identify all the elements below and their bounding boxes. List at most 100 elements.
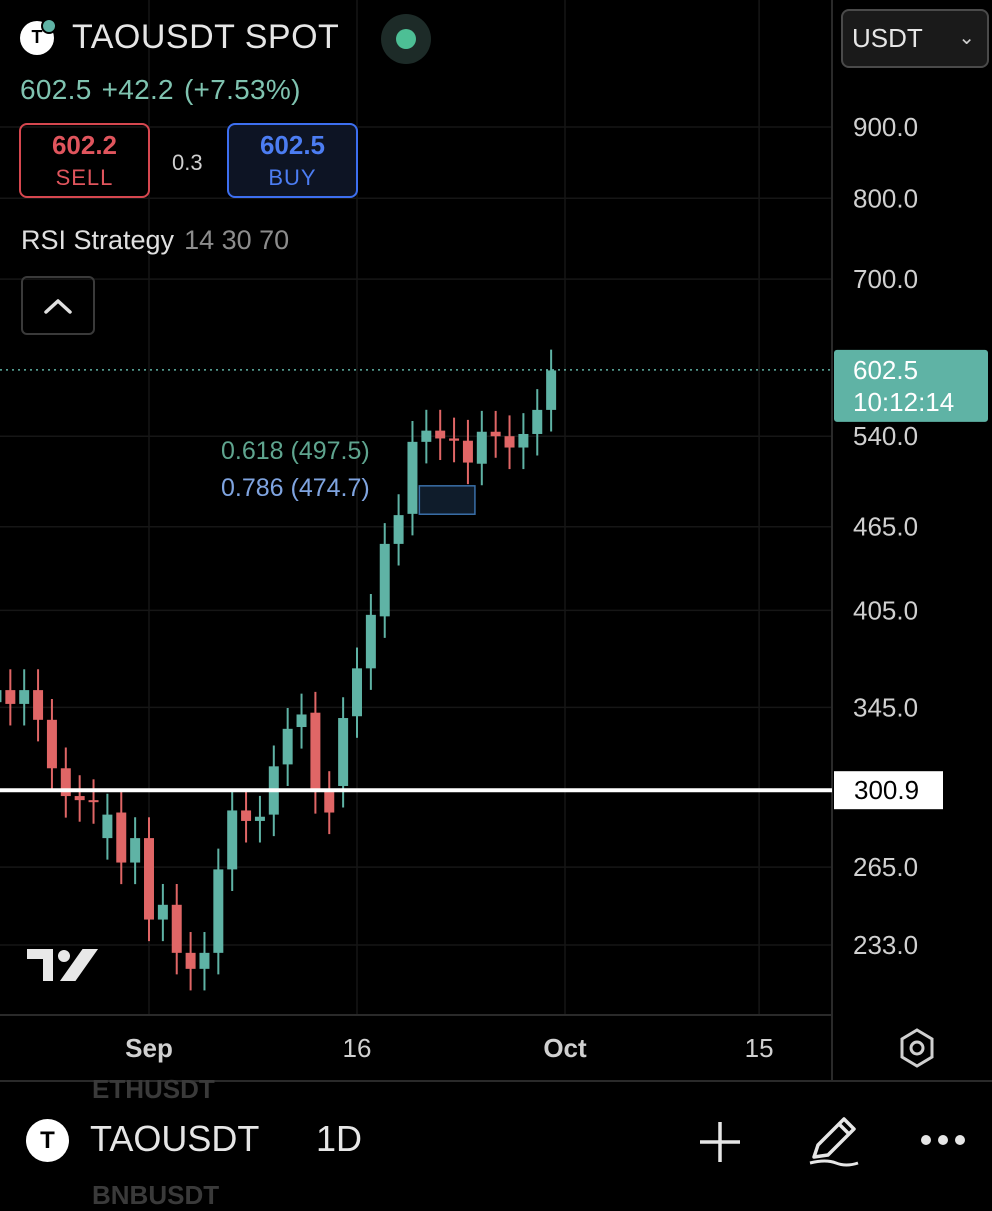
buy-price: 602.5 (259, 130, 326, 160)
candle-body (144, 838, 154, 920)
sell-button[interactable]: 602.2 SELL (19, 123, 150, 198)
candle (157, 883, 168, 942)
x-tick-label: Oct (543, 1033, 587, 1063)
candle-body (60, 768, 71, 797)
y-tick-label: 233.0 (853, 930, 918, 960)
candle (393, 494, 404, 566)
candle-body (74, 796, 85, 801)
candle-body (338, 718, 349, 786)
coin-logo-letter: T (31, 27, 43, 47)
live-dot-icon (396, 29, 416, 49)
last-price: 602.5 (20, 74, 92, 105)
candle-body (241, 810, 252, 821)
interval-button[interactable]: 1D (316, 1118, 363, 1159)
candle-body (5, 690, 16, 704)
candle-body (157, 904, 168, 920)
candle (171, 883, 182, 975)
buy-button[interactable]: 602.5 BUY (227, 123, 358, 198)
candle-body (88, 800, 99, 803)
change-abs: +42.2 (101, 74, 174, 105)
candle (60, 747, 71, 818)
bottom-coin-logo-letter: T (40, 1126, 55, 1154)
x-tick-label: Sep (125, 1033, 173, 1063)
candle-body (476, 431, 487, 464)
candle (310, 691, 321, 814)
candle (88, 779, 99, 824)
candle (185, 932, 196, 991)
candle-body (116, 812, 127, 863)
candle-body (227, 810, 238, 870)
level-tag-value: 300.9 (854, 775, 919, 805)
y-tick-label: 800.0 (853, 183, 918, 213)
candle (407, 421, 418, 536)
bottom-symbol-button[interactable]: TAOUSDT (90, 1118, 260, 1159)
drawing-pen-icon[interactable] (806, 1113, 860, 1167)
price-chart[interactable]: 0.618 (497.5) 0.786 (474.7) 233.0 265.0 34… (0, 0, 992, 1080)
candle-body (19, 690, 30, 704)
candle-body (518, 433, 529, 448)
candle-body (185, 952, 196, 969)
candle (462, 419, 473, 485)
symbol-header[interactable]: T TAOUSDT SPOT (20, 17, 339, 57)
candle-body (33, 690, 44, 720)
fib-786-label: 0.786 (474.7) (221, 474, 370, 502)
y-tick-label: 700.0 (853, 264, 918, 294)
candle (199, 932, 210, 991)
y-tick-label: 540.0 (853, 421, 918, 451)
candle (546, 349, 557, 432)
candle (421, 409, 432, 464)
candle-body (282, 728, 293, 765)
spread-value: 0.3 (172, 150, 203, 175)
y-tick-label: 265.0 (853, 852, 918, 882)
price-axis[interactable]: 233.0 265.0 345.0 405.0 465.0 540.0 700.0 800.0… (853, 112, 918, 960)
candle (435, 409, 446, 461)
candle (5, 669, 16, 726)
currency-value: USDT (852, 23, 923, 53)
candle (254, 795, 265, 843)
bottom-coin-logo-icon[interactable]: T (26, 1119, 69, 1162)
candle-body (324, 792, 335, 813)
candle-body (365, 614, 376, 669)
candle (532, 389, 543, 456)
candle-body (352, 668, 362, 717)
y-tick-label: 345.0 (853, 692, 918, 722)
market-status-indicator[interactable] (381, 14, 431, 64)
collapse-legend-button[interactable] (21, 276, 95, 335)
candle-body (310, 712, 321, 793)
candle (102, 793, 113, 860)
y-tick-label: 465.0 (853, 512, 918, 542)
fib-618-label: 0.618 (497.5) (221, 437, 370, 465)
candle-body (102, 814, 113, 839)
candle-body (435, 430, 446, 439)
y-tick-label: 405.0 (853, 595, 918, 625)
buy-label: BUY (268, 165, 317, 190)
time-axis[interactable]: Sep 16 Oct 15 (125, 1033, 773, 1063)
candle-body (449, 438, 460, 441)
price-tag: 602.5 10:12:14 (834, 349, 988, 422)
candle (213, 848, 224, 975)
candle-body (546, 370, 557, 410)
candle (518, 413, 529, 470)
candle (365, 594, 376, 690)
candle (46, 698, 57, 790)
candle (241, 789, 252, 843)
candle (74, 775, 85, 822)
chevron-down-icon: ⌄ (958, 27, 975, 49)
candle-body (0, 690, 2, 703)
candle-body (130, 838, 141, 863)
candle-body (393, 515, 404, 544)
candle (324, 771, 335, 835)
candle-body (379, 543, 390, 617)
price-tag-countdown: 10:12:14 (853, 387, 954, 417)
candle (352, 647, 362, 738)
currency-select[interactable]: USDT ⌄ (841, 9, 989, 68)
tradingview-logo (24, 944, 102, 991)
candle (19, 669, 30, 726)
fib-zone-box[interactable] (418, 485, 476, 515)
candle-body (504, 436, 515, 448)
more-icon[interactable] (918, 1132, 968, 1148)
candle-body (296, 714, 307, 728)
settings-icon[interactable] (900, 1028, 934, 1068)
plus-icon[interactable] (698, 1120, 742, 1164)
indicator-legend[interactable]: RSI Strategy 14 30 70 (21, 225, 289, 256)
